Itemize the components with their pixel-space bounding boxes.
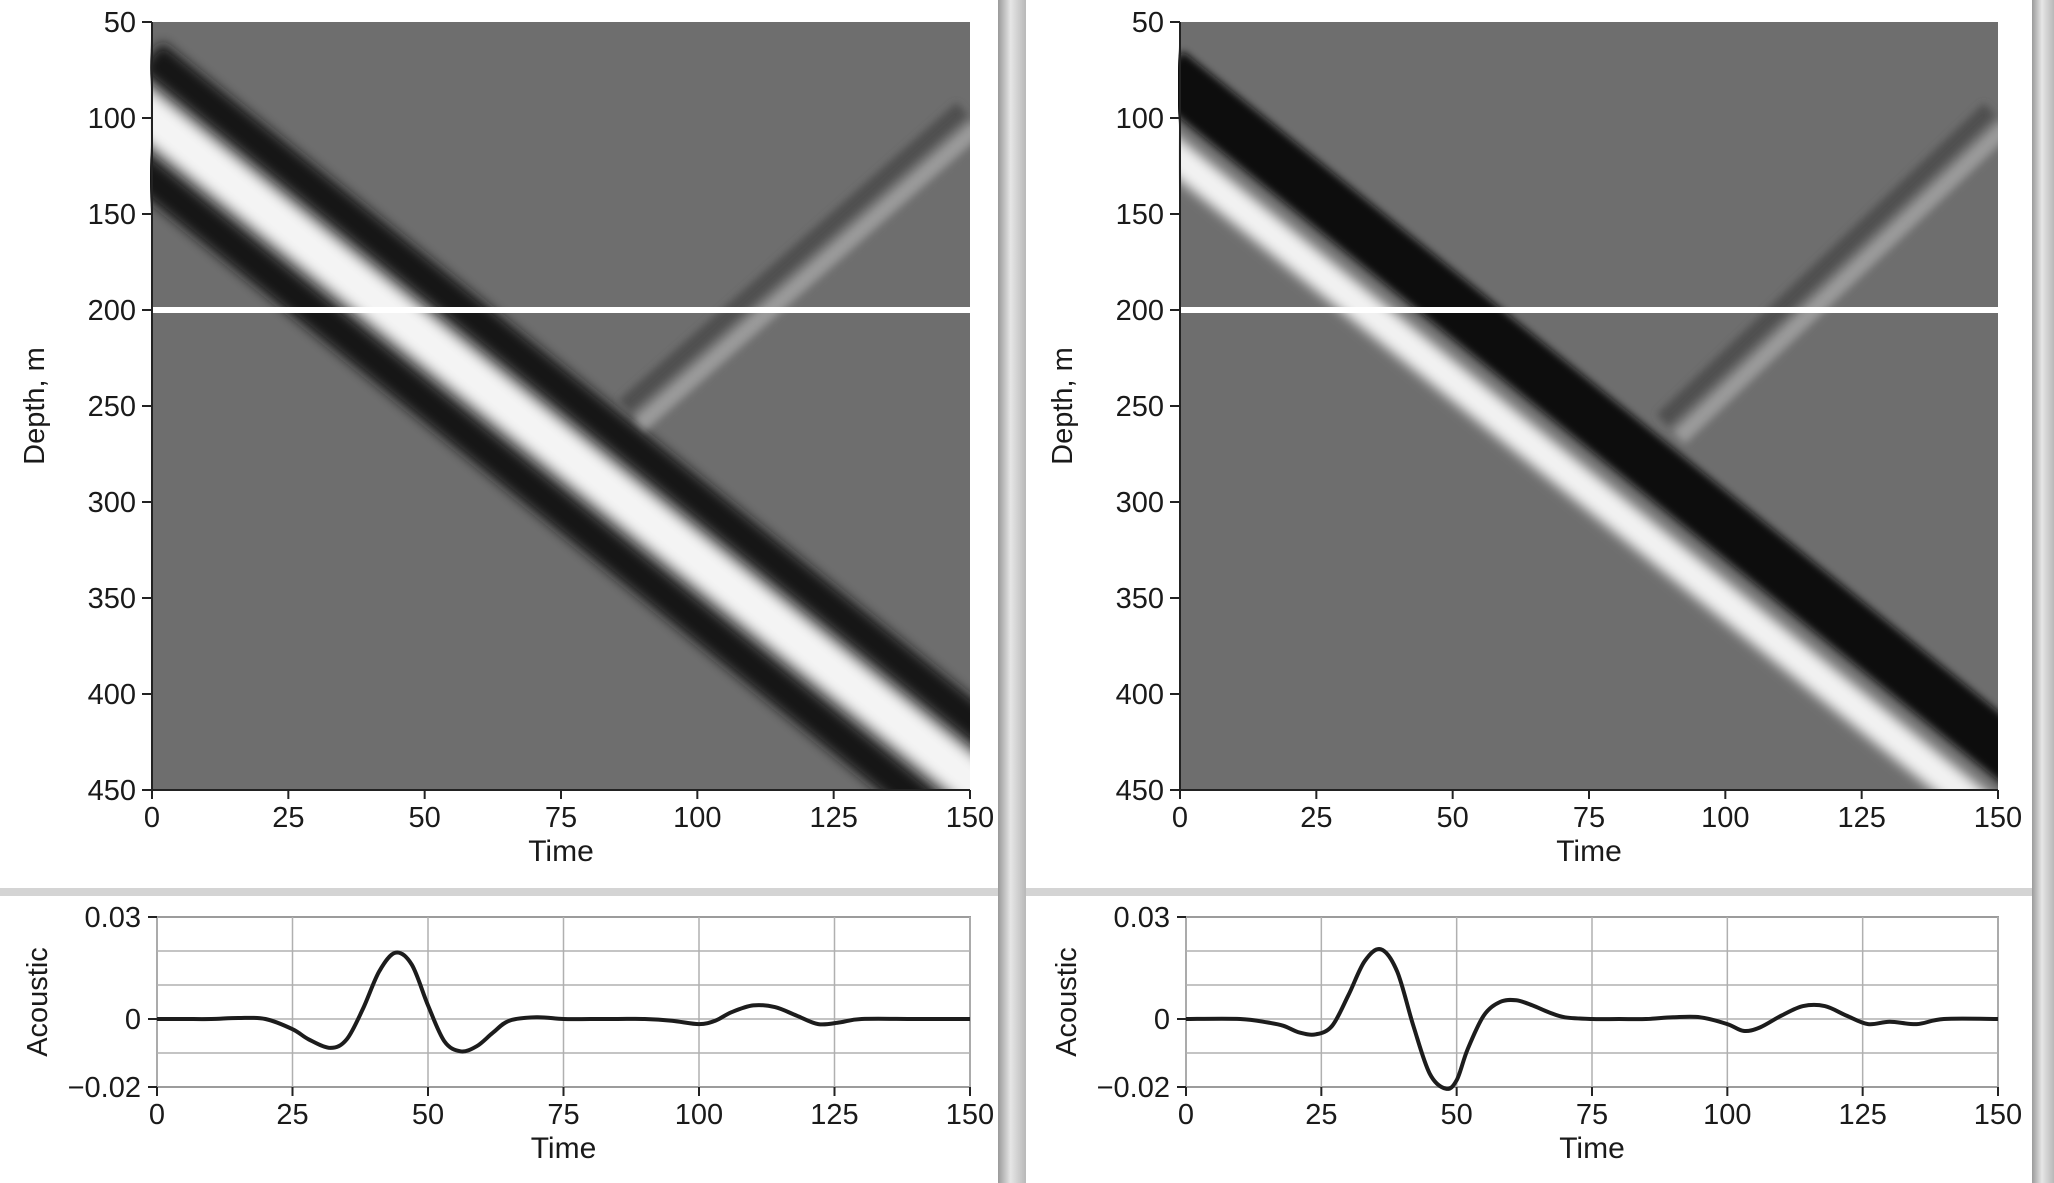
- x-tick-label: 75: [545, 802, 577, 834]
- x-tick-label: 0: [149, 1099, 165, 1131]
- y-axis-label: Depth, m: [1047, 347, 1079, 465]
- x-axis-label: Time: [528, 835, 594, 868]
- x-tick-label: 0: [1178, 1099, 1194, 1131]
- y-tick-label: −0.02: [1097, 1072, 1170, 1104]
- x-tick-label: 50: [1437, 802, 1469, 834]
- heatmap-events: [150, 42, 970, 790]
- vertical-divider-right: [2032, 0, 2054, 1183]
- y-tick-label: 400: [88, 679, 136, 711]
- y-tick-label: 250: [88, 391, 136, 423]
- event-bright-band: [150, 89, 970, 790]
- heatmap-events: [1178, 51, 1998, 790]
- x-tick-label: 0: [144, 802, 160, 834]
- y-tick-label: 100: [1116, 103, 1164, 135]
- x-tick-label: 150: [946, 1099, 994, 1131]
- x-tick-label: 75: [547, 1099, 579, 1131]
- x-tick-label: 25: [276, 1099, 308, 1131]
- x-tick-label: 125: [1837, 802, 1885, 834]
- y-tick-label: 0.03: [85, 902, 141, 934]
- y-axis-label: Depth, m: [19, 347, 51, 465]
- x-tick-label: 100: [1703, 1099, 1751, 1131]
- event-dark-band: [1178, 51, 1998, 781]
- x-tick-label: 75: [1576, 1099, 1608, 1131]
- x-tick-label: 100: [675, 1099, 723, 1131]
- vertical-divider: [998, 0, 1026, 1183]
- event-faint-bright: [634, 122, 970, 431]
- x-tick-label: 100: [1701, 802, 1749, 834]
- y-axis-label: Acoustic: [22, 947, 54, 1057]
- x-tick-label: 150: [946, 802, 994, 834]
- event-dark-lobe: [150, 42, 970, 742]
- y-axis-label: Acoustic: [1051, 947, 1083, 1057]
- x-tick-label: 50: [409, 802, 441, 834]
- y-tick-label: 0.03: [1114, 902, 1170, 934]
- trace-series-line: [157, 950, 970, 1054]
- y-tick-label: 200: [88, 295, 136, 327]
- x-tick-label: 25: [1305, 1099, 1337, 1131]
- event-bright-band: [1178, 137, 1985, 790]
- y-tick-label: 0: [1154, 1004, 1170, 1036]
- trace-series-line: [1185, 947, 1999, 1091]
- y-tick-label: 350: [88, 583, 136, 615]
- y-tick-label: −0.02: [68, 1072, 141, 1104]
- x-tick-label: 125: [1838, 1099, 1886, 1131]
- event-faint-dark: [1656, 103, 1996, 427]
- y-tick-label: 350: [1116, 583, 1164, 615]
- x-tick-label: 150: [1974, 802, 2022, 834]
- x-tick-label: 25: [272, 802, 304, 834]
- y-tick-label: 100: [88, 103, 136, 135]
- y-tick-label: 150: [1116, 199, 1164, 231]
- y-tick-label: 0: [125, 1004, 141, 1036]
- event-dark-lobe: [150, 155, 934, 790]
- y-tick-label: 300: [1116, 487, 1164, 519]
- horizontal-divider-right: [1026, 888, 2032, 896]
- x-axis-label: Time: [1556, 835, 1622, 868]
- y-tick-label: 250: [1116, 391, 1164, 423]
- x-tick-label: 0: [1172, 802, 1188, 834]
- x-tick-label: 125: [809, 802, 857, 834]
- x-tick-label: 125: [810, 1099, 858, 1131]
- event-faint-dark: [618, 102, 968, 413]
- horizontal-divider-left: [0, 888, 998, 896]
- left-heatmap-panel: 50 100 150 200 250 300 350 400 450 Depth, m 0 25 50 7…: [19, 7, 994, 868]
- x-tick-label: 75: [1573, 802, 1605, 834]
- y-tick-label: 300: [88, 487, 136, 519]
- y-tick-label: 450: [88, 775, 136, 807]
- y-tick-label: 50: [1132, 7, 1164, 39]
- x-tick-label: 50: [412, 1099, 444, 1131]
- x-axis-label: Time: [531, 1132, 597, 1165]
- x-axis-label: Time: [1559, 1132, 1625, 1165]
- y-tick-label: 150: [88, 199, 136, 231]
- event-faint-bright: [1673, 122, 1998, 444]
- x-tick-label: 25: [1300, 802, 1332, 834]
- y-tick-label: 400: [1116, 679, 1164, 711]
- x-tick-label: 150: [1974, 1099, 2022, 1131]
- y-tick-label: 200: [1116, 295, 1164, 327]
- x-tick-label: 50: [1441, 1099, 1473, 1131]
- y-tick-label: 450: [1116, 775, 1164, 807]
- y-tick-label: 50: [104, 7, 136, 39]
- right-heatmap-panel: 50 100 150 200 250 300 350 400 450 Depth, m 0 25 50 7…: [1047, 7, 2022, 868]
- x-tick-label: 100: [673, 802, 721, 834]
